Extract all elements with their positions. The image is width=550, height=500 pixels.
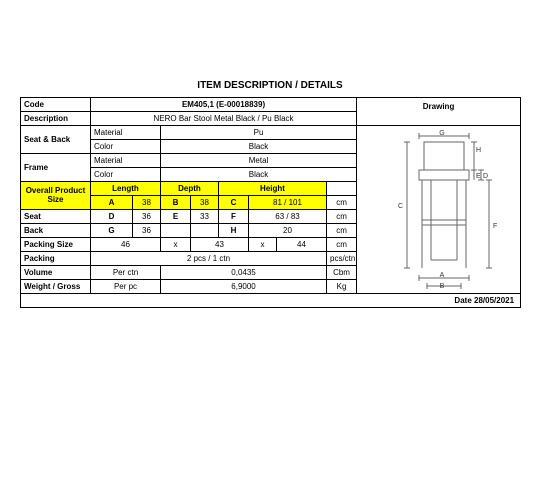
label-packing: Packing xyxy=(21,252,91,266)
svg-text:B: B xyxy=(439,283,444,290)
label-description: Description xyxy=(21,112,91,126)
label-code: Code xyxy=(21,98,91,112)
x1: x xyxy=(161,238,191,252)
value-description: NERO Bar Stool Metal Black / Pu Black xyxy=(91,112,357,126)
dim-C: 81 / 101 xyxy=(249,196,327,210)
dim-G: 36 xyxy=(133,224,161,238)
date-cell: Date 28/05/2021 xyxy=(21,294,521,308)
label-drawing: Drawing xyxy=(357,98,521,126)
label-length: Length xyxy=(91,182,161,196)
value-volume: 0,0435 xyxy=(161,266,327,280)
svg-text:G: G xyxy=(439,130,444,137)
dim-D-label: D xyxy=(91,210,133,224)
svg-text:D: D xyxy=(483,173,488,180)
value-frame-color: Black xyxy=(161,168,357,182)
label-packing-size: Packing Size xyxy=(21,238,91,252)
label-color-2: Color xyxy=(91,168,161,182)
dim-E: 33 xyxy=(191,210,219,224)
label-seat: Seat xyxy=(21,210,91,224)
label-material: Material xyxy=(91,126,161,140)
svg-text:A: A xyxy=(439,272,444,279)
unit-cm-3: cm xyxy=(327,224,357,238)
stool-drawing: G H E D C F A B xyxy=(369,130,509,290)
per-pc: Per pc xyxy=(91,280,161,294)
label-weight: Weight / Gross xyxy=(21,280,91,294)
dim-E-label: E xyxy=(161,210,191,224)
date-value: 28/05/2021 xyxy=(474,296,514,305)
dim-A: 38 xyxy=(133,196,161,210)
overall-size-line1: Overall Product xyxy=(26,186,86,195)
per-ctn: Per ctn xyxy=(91,266,161,280)
dim-A-label: A xyxy=(91,196,133,210)
row-date: Date 28/05/2021 xyxy=(21,294,521,308)
unit-cm-4: cm xyxy=(327,238,357,252)
dim-F: 63 / 83 xyxy=(249,210,327,224)
value-weight: 6,9000 xyxy=(161,280,327,294)
spec-sheet: ITEM DESCRIPTION / DETAILS Code EM405,1 … xyxy=(20,80,520,308)
label-material-2: Material xyxy=(91,154,161,168)
unit-cbm: Cbm xyxy=(327,266,357,280)
dim-F-label: F xyxy=(219,210,249,224)
dim-H: 20 xyxy=(249,224,327,238)
sheet-title: ITEM DESCRIPTION / DETAILS xyxy=(20,80,520,91)
value-code: EM405,1 (E-00018839) xyxy=(91,98,357,112)
dim-G-label: G xyxy=(91,224,133,238)
svg-text:E: E xyxy=(476,173,481,180)
label-volume: Volume xyxy=(21,266,91,280)
dim-B: 38 xyxy=(191,196,219,210)
pack-d: 43 xyxy=(191,238,249,252)
label-frame: Frame xyxy=(21,154,91,182)
overall-size-line2: Size xyxy=(47,195,63,204)
x2: x xyxy=(249,238,277,252)
value-packing: 2 pcs / 1 ctn xyxy=(91,252,327,266)
value-sb-color: Black xyxy=(161,140,357,154)
pack-w: 46 xyxy=(91,238,161,252)
row-code: Code EM405,1 (E-00018839) Drawing xyxy=(21,98,521,112)
unit-cm-2: cm xyxy=(327,210,357,224)
label-overall-size: Overall Product Size xyxy=(21,182,91,210)
label-back: Back xyxy=(21,224,91,238)
dim-D: 36 xyxy=(133,210,161,224)
value-sb-material: Pu xyxy=(161,126,357,140)
dim-H-label: H xyxy=(219,224,249,238)
unit-kg: Kg xyxy=(327,280,357,294)
dim-B-label: B xyxy=(161,196,191,210)
date-label: Date xyxy=(454,296,471,305)
svg-text:C: C xyxy=(397,203,402,210)
svg-text:H: H xyxy=(476,147,481,154)
unit-cm-1: cm xyxy=(327,196,357,210)
svg-text:F: F xyxy=(493,223,497,230)
value-frame-material: Metal xyxy=(161,154,357,168)
unit-pcsctn: pcs/ctn xyxy=(327,252,357,266)
label-seat-back: Seat & Back xyxy=(21,126,91,154)
label-height: Height xyxy=(219,182,327,196)
dim-C-label: C xyxy=(219,196,249,210)
drawing-cell: G H E D C F A B xyxy=(357,126,521,294)
label-color: Color xyxy=(91,140,161,154)
row-seatback-material: Seat & Back Material Pu xyxy=(21,126,521,140)
label-depth: Depth xyxy=(161,182,219,196)
pack-h: 44 xyxy=(277,238,327,252)
spec-table: Code EM405,1 (E-00018839) Drawing Descri… xyxy=(20,97,521,308)
